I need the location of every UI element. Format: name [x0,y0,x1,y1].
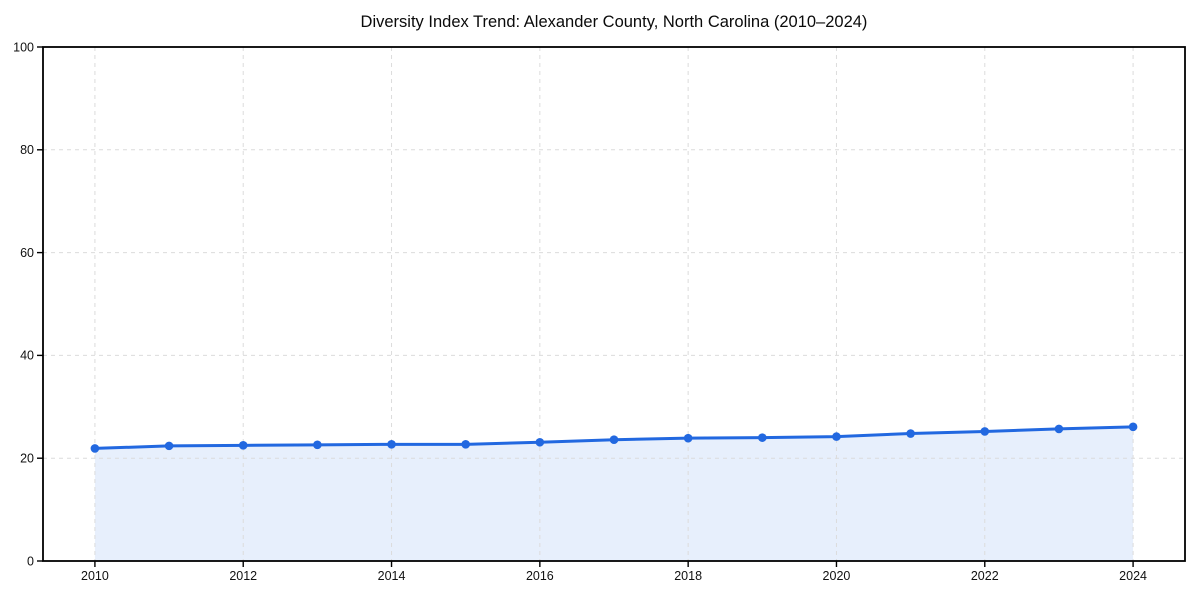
data-point [90,444,100,453]
x-tick-label: 2012 [229,569,257,583]
x-tick-label: 2014 [378,569,406,583]
plot-area: 0 20 40 60 80 100 2010 2012 2014 2016 2018 2020 2022… [13,40,1186,583]
y-tick-label: 40 [20,349,34,363]
data-point [1054,424,1064,434]
data-point [387,440,396,449]
data-point [758,433,767,442]
y-tick-label: 60 [20,246,34,260]
data-point [238,441,248,450]
data-point [980,427,990,436]
y-tick-label: 0 [27,554,34,568]
data-point [164,441,174,451]
x-tick-label: 2018 [674,569,702,583]
data-point [906,429,915,438]
y-tick-label: 80 [20,143,34,157]
data-point [609,435,619,444]
data-point [535,437,545,447]
x-tick-label: 2016 [526,569,554,583]
data-point [313,440,322,450]
x-tick-label: 2020 [823,569,851,583]
data-point [683,433,693,443]
axes-border [42,46,1186,562]
data-point [1128,422,1138,432]
chart-title: Diversity Index Trend: Alexander County,… [361,13,868,31]
data-point [461,440,470,449]
x-tick-label: 2022 [971,569,999,583]
y-tick-label: 100 [13,40,34,54]
x-tick-label: 2010 [81,569,109,583]
data-point [832,432,841,441]
x-tick-label: 2024 [1119,569,1147,583]
y-tick-label: 20 [20,452,34,466]
area-fill [94,426,1134,561]
